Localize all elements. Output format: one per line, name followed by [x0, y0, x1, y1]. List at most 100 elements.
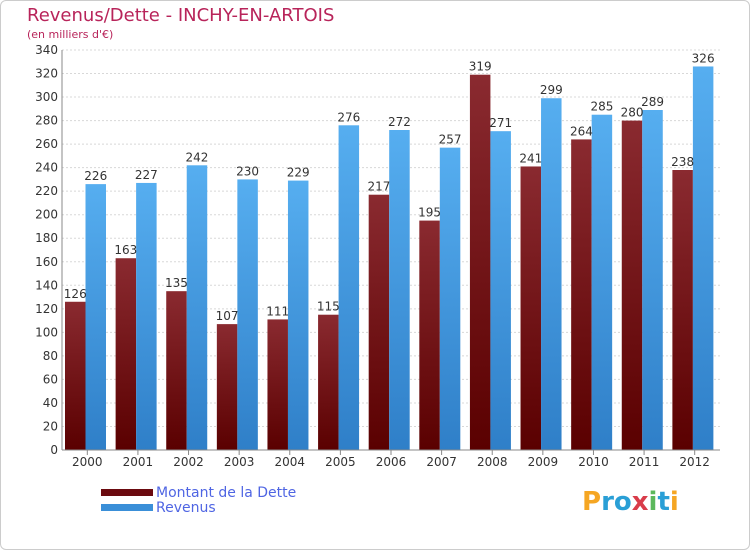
bar-revenus [287, 180, 309, 450]
x-tick-label: 2006 [376, 455, 407, 469]
x-axis-ticks: 2000 2001 2002 2003 2004 2005 2006 2007 2008 2009… [72, 450, 710, 469]
bar-revenus [490, 131, 511, 451]
y-tick-label: 180 [35, 231, 58, 245]
data-label: 241 [519, 151, 542, 165]
bar-revenus [186, 165, 208, 450]
data-label: 242 [186, 150, 209, 164]
y-tick-label: 160 [35, 255, 58, 269]
y-tick-label: 40 [43, 396, 58, 410]
y-tick-label: 200 [35, 208, 58, 222]
x-tick-label: 2010 [578, 455, 609, 469]
bar-revenus [85, 184, 106, 450]
y-tick-label: 120 [35, 302, 58, 316]
data-label: 276 [337, 110, 360, 124]
data-label: 299 [540, 83, 563, 97]
y-tick-label: 20 [43, 419, 58, 433]
y-tick-label: 240 [35, 161, 58, 175]
bar-dette [520, 166, 542, 450]
data-label: 195 [418, 206, 441, 220]
y-tick-label: 80 [43, 349, 58, 363]
data-label: 272 [388, 115, 411, 129]
logo-letter: i [648, 487, 658, 517]
y-tick-label: 280 [35, 114, 58, 128]
data-label: 285 [590, 100, 613, 114]
data-label: 238 [671, 155, 694, 169]
bar-dette [318, 314, 339, 450]
x-tick-label: 2007 [426, 455, 457, 469]
y-tick-label: 220 [35, 184, 58, 198]
data-label: 126 [64, 287, 87, 301]
bar-revenus [692, 66, 714, 451]
data-label: 163 [114, 243, 137, 257]
bar-revenus [237, 179, 258, 451]
data-label: 257 [439, 133, 462, 147]
bar-revenus [541, 98, 562, 450]
data-label: 111 [266, 304, 289, 318]
data-label: 107 [216, 309, 239, 323]
x-tick-label: 2002 [173, 455, 204, 469]
data-label: 226 [84, 169, 107, 183]
legend-label-debt: Montant de la Dette [156, 485, 297, 501]
bar-revenus [591, 114, 613, 451]
legend-swatch-revenus [101, 504, 153, 511]
data-label: 271 [489, 116, 512, 130]
bar-dette [621, 120, 643, 451]
logo-letter: P [582, 487, 602, 517]
bar-revenus [338, 125, 360, 450]
data-label: 227 [135, 168, 158, 182]
data-label: 289 [641, 95, 664, 109]
y-axis-ticks: 0 20 40 60 80 100 120 140 160 180 200 220 240 260 280 3… [35, 43, 58, 457]
x-tick-label: 2001 [123, 455, 154, 469]
y-tick-label: 140 [35, 278, 58, 292]
bar-revenus [389, 130, 410, 450]
bar-dette [469, 74, 491, 451]
x-tick-label: 2009 [528, 455, 559, 469]
data-label: 135 [165, 276, 188, 290]
x-tick-label: 2003 [224, 455, 255, 469]
x-tick-label: 2011 [629, 455, 660, 469]
bar-dette [672, 170, 693, 450]
data-label: 230 [236, 164, 259, 178]
logo-letter: t [657, 487, 670, 517]
x-tick-label: 2000 [72, 455, 103, 469]
x-tick-label: 2008 [477, 455, 508, 469]
data-label: 264 [570, 124, 593, 138]
x-tick-label: 2004 [274, 455, 305, 469]
logo-letter: i [669, 487, 679, 517]
legend-label-revenus: Revenus [156, 500, 216, 516]
logo-letter: r [601, 487, 614, 517]
chart-subtitle: (en milliers d'€) [27, 28, 114, 41]
x-tick-label: 2005 [325, 455, 356, 469]
axes [61, 50, 720, 451]
chart-title: Revenus/Dette - INCHY-EN-ARTOIS [27, 5, 335, 26]
bar-dette [571, 139, 592, 451]
bar-dette [216, 324, 238, 450]
data-label: 229 [287, 166, 310, 180]
bar-dette [65, 301, 86, 450]
y-tick-label: 260 [35, 137, 58, 151]
logo-letter: o [613, 487, 632, 517]
bar-revenus [642, 110, 663, 450]
data-label: 319 [469, 60, 492, 74]
logo-letter: x [631, 487, 649, 517]
y-tick-label: 320 [35, 67, 58, 81]
x-tick-label: 2012 [679, 455, 710, 469]
bar-dette [419, 220, 440, 450]
bar-revenus [136, 182, 157, 451]
bar-revenus [439, 147, 461, 450]
y-tick-label: 340 [35, 43, 58, 57]
bar-dette [368, 194, 390, 450]
y-tick-label: 60 [43, 372, 58, 386]
data-label: 115 [317, 300, 340, 314]
data-label: 280 [621, 106, 644, 120]
bar-dette [267, 319, 288, 450]
y-tick-label: 100 [35, 325, 58, 339]
y-tick-label: 300 [35, 90, 58, 104]
bars [65, 66, 714, 451]
data-label: 217 [367, 180, 390, 194]
data-label: 326 [692, 51, 715, 65]
proxiti-logo: Proxiti [582, 487, 679, 517]
bar-dette [166, 291, 187, 450]
bar-dette [115, 258, 137, 450]
